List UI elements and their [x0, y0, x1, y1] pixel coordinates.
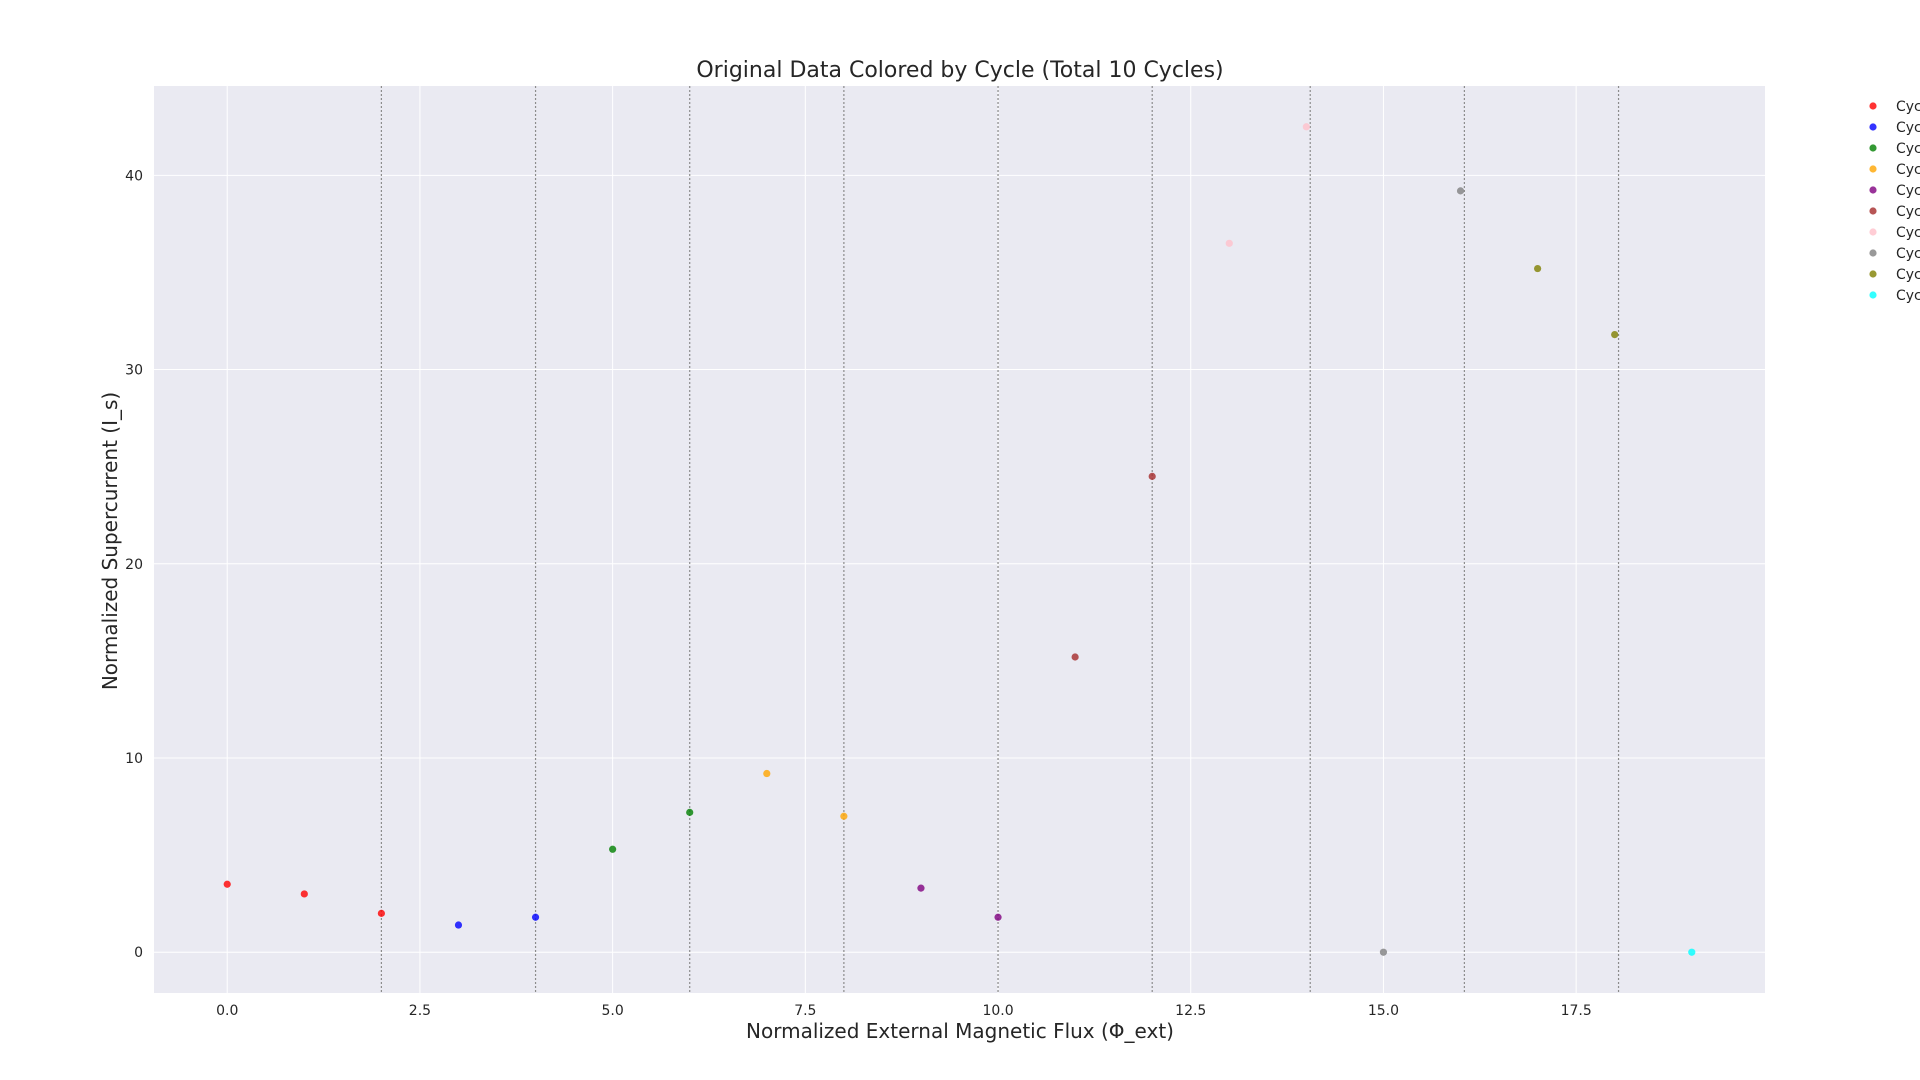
x-tick-label: 12.5	[1175, 1003, 1206, 1019]
x-tick-label: 17.5	[1561, 1003, 1592, 1019]
data-point	[1302, 123, 1310, 131]
legend-label: Cyc	[1896, 246, 1920, 262]
y-tick-label: 30	[125, 363, 143, 379]
legend-marker	[1869, 102, 1877, 110]
y-tick-label: 0	[134, 945, 143, 961]
plot-area	[154, 86, 1765, 993]
data-point	[1071, 653, 1079, 661]
data-point	[531, 913, 540, 921]
legend-marker	[1869, 123, 1877, 131]
data-point	[1534, 264, 1542, 273]
legend-marker	[1869, 186, 1877, 194]
legend-marker	[1869, 207, 1877, 215]
data-point	[763, 769, 771, 778]
legend-label: Cyc	[1896, 204, 1920, 220]
y-tick-label: 10	[125, 751, 143, 767]
data-point	[1379, 948, 1388, 956]
data-points	[223, 123, 1696, 956]
data-point	[377, 909, 385, 917]
legend-label: Cyc	[1896, 162, 1920, 178]
legend-label: Cyc	[1896, 141, 1920, 157]
chart-title: Original Data Colored by Cycle (Total 10…	[696, 58, 1223, 83]
legend-marker	[1869, 249, 1877, 257]
legend-marker	[1869, 228, 1877, 236]
x-axis-ticks: 0.0 2.5 5.0 7.5 10.0 12.5 15.0 17.5	[216, 1003, 1592, 1019]
data-point	[994, 913, 1002, 921]
legend: Cyc Cyc Cyc Cyc Cyc Cyc Cyc Cyc Cyc Cyc	[1869, 99, 1920, 304]
x-tick-label: 10.0	[982, 1003, 1013, 1019]
data-point	[1688, 948, 1696, 956]
data-point	[300, 890, 308, 898]
data-point	[609, 845, 617, 853]
x-tick-label: 0.0	[216, 1003, 238, 1019]
cycle-boundaries	[380, 86, 1620, 993]
legend-label: Cyc	[1896, 267, 1920, 283]
legend-marker	[1869, 144, 1877, 152]
y-axis-ticks: 0 10 20 30 40	[125, 168, 143, 961]
legend-marker	[1869, 165, 1877, 173]
data-point	[686, 808, 694, 816]
x-axis-label: Normalized External Magnetic Flux (Φ_ext…	[746, 1019, 1174, 1043]
x-tick-label: 2.5	[409, 1003, 431, 1019]
x-tick-label: 5.0	[602, 1003, 624, 1019]
y-tick-label: 20	[125, 557, 143, 573]
legend-label: Cyc	[1896, 225, 1920, 241]
legend-label: Cyc	[1896, 120, 1920, 136]
data-point	[917, 884, 925, 892]
data-point	[840, 812, 848, 820]
x-tick-label: 7.5	[794, 1003, 816, 1019]
y-tick-label: 40	[125, 168, 143, 184]
legend-marker	[1869, 270, 1877, 278]
data-point	[1148, 472, 1156, 480]
data-point	[454, 921, 463, 929]
data-point	[1611, 330, 1619, 339]
legend-label: Cyc	[1896, 99, 1920, 115]
y-axis-label: Normalized Supercurrent (I_s)	[98, 392, 122, 690]
legend-label: Cyc	[1896, 183, 1920, 199]
data-point	[223, 880, 231, 888]
x-tick-label: 15.0	[1368, 1003, 1399, 1019]
legend-label: Cyc	[1896, 288, 1920, 304]
legend-marker	[1869, 291, 1877, 299]
data-point	[1225, 239, 1233, 247]
data-point	[1456, 187, 1465, 195]
